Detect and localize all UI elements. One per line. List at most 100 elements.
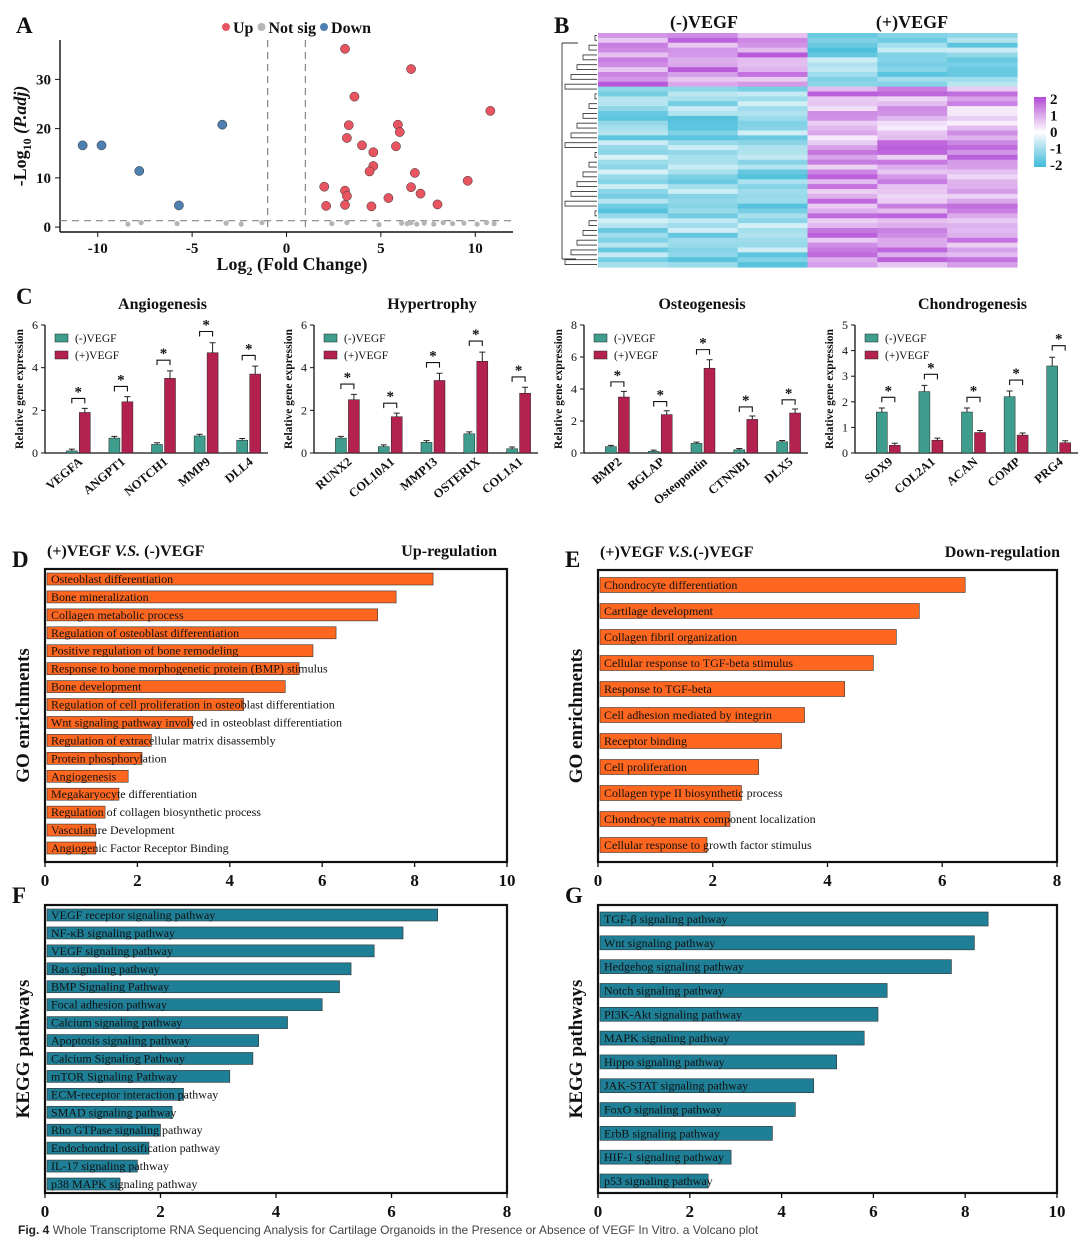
enrichment-bar	[46, 1016, 288, 1029]
heatmap-cell	[807, 154, 878, 161]
error-bar	[380, 444, 387, 447]
heatmap-cell	[667, 91, 739, 97]
x-tick-label: COL1A1	[479, 455, 525, 497]
y-tick-label: 10	[36, 171, 51, 187]
panel-e-hbars: 0 2 4 6 8 Chondrocyte differentiation Cartilag…	[566, 544, 1061, 890]
x-tick-label: 2	[133, 871, 142, 890]
bar-pos-vegf	[703, 367, 716, 454]
heatmap-cell	[737, 120, 809, 127]
heatmap-cell	[947, 135, 1018, 141]
heatmap-cell	[737, 159, 809, 166]
color-scale-tick: 1	[1050, 109, 1058, 125]
y-tick-label: 4	[301, 361, 307, 375]
y-tick-label: 2	[32, 403, 38, 417]
term-label: Chondrocyte differentiation	[604, 578, 737, 592]
heatmap-cell	[598, 174, 669, 180]
heatmap-cell	[598, 76, 669, 83]
heatmap-cell	[737, 101, 809, 107]
heatmap-cell	[807, 81, 878, 88]
term-label: MAPK signaling pathway	[604, 1031, 729, 1045]
y-axis-label: Relative gene expression	[824, 328, 836, 448]
panel-label-B: B	[554, 13, 569, 38]
panel-c3-bars: 0 2 4 6 8 Osteogenesis Relative gene expressio…	[553, 296, 808, 507]
heatmap-cell	[737, 174, 809, 180]
heatmap-cell	[807, 76, 878, 83]
y-axis-label: GO enrichments	[13, 648, 34, 783]
dendrogram-branch	[576, 64, 597, 70]
term-label: Regulation of cell proliferation in oste…	[51, 698, 335, 712]
error-bar	[509, 446, 516, 449]
error-bar	[706, 359, 713, 369]
error-bar	[393, 412, 400, 417]
enrichment-bar	[599, 1006, 879, 1022]
error-bar	[1049, 356, 1056, 366]
heatmap-cell	[667, 179, 739, 185]
error-bar	[466, 431, 473, 434]
x-tick-label: 10	[468, 241, 483, 257]
dendrogram-branch	[576, 239, 597, 246]
heatmap-cell	[947, 228, 1018, 234]
enrichment-bar	[46, 823, 97, 837]
y-tick-label: 2	[571, 414, 577, 428]
x-tick-label: SOX9	[862, 455, 895, 486]
term-label: Regulation of extracellular matrix disas…	[51, 733, 276, 747]
enrichment-bar	[46, 908, 439, 922]
heatmap-cell	[667, 67, 739, 73]
significance-bracket	[881, 396, 896, 403]
bar-pos-vegf	[164, 378, 176, 454]
heatmap-cell	[598, 140, 669, 146]
heatmap-cell	[598, 203, 669, 210]
chart-title: Osteogenesis	[658, 296, 745, 313]
panel-label-C: C	[16, 284, 33, 309]
bar-neg-vegf	[733, 449, 746, 454]
bar-pos-vegf	[433, 380, 446, 454]
color-scale-bar	[1034, 97, 1046, 167]
regulation-label: Down-regulation	[945, 544, 1060, 561]
heatmap-cell	[598, 86, 669, 93]
enrichment-bar	[46, 962, 352, 976]
heatmap-cell	[737, 37, 809, 44]
point-not-sig	[125, 221, 131, 227]
heatmap-cell	[667, 232, 739, 239]
heatmap-cell	[598, 228, 669, 234]
bar-neg-vegf	[647, 451, 660, 454]
x-tick-label: 6	[869, 1202, 878, 1221]
heatmap-cell	[877, 111, 948, 117]
enrichment-bar	[46, 716, 194, 729]
significance-bracket	[966, 396, 981, 403]
bar-pos-vegf	[931, 439, 944, 454]
heatmap-cell	[667, 145, 739, 151]
heatmap-cell	[947, 140, 1018, 146]
point-not-sig	[238, 221, 244, 227]
significance-bracket	[156, 359, 171, 366]
heatmap-cell	[877, 159, 948, 166]
y-tick-label: 30	[36, 72, 51, 88]
term-label: Regulation of collagen biosynthetic proc…	[51, 805, 261, 819]
term-label: Response to TGF-beta	[604, 682, 712, 696]
heatmap-cell	[877, 237, 948, 244]
heatmap-cell	[598, 159, 669, 166]
legend-label: (-)VEGF	[885, 333, 927, 345]
heatmap-cell	[807, 198, 878, 205]
heatmap-cell	[667, 125, 739, 132]
legend-swatch	[864, 350, 879, 360]
x-tick-label: DLX5	[762, 455, 796, 487]
enrichment-bar	[46, 787, 120, 801]
chart-title: Angiogenesis	[118, 296, 207, 313]
dendrogram-branch	[576, 122, 597, 129]
heatmap-cell	[598, 135, 669, 141]
panel-f-hbars: 0 2 4 6 8 VEGF receptor signaling pathway NF-κ…	[13, 903, 511, 1221]
heatmap-cell	[807, 62, 878, 68]
heatmap-cell	[877, 179, 948, 185]
panel-label-D: D	[12, 547, 29, 572]
heatmap-cell	[807, 86, 878, 93]
panel-label-A: A	[16, 13, 33, 38]
heatmap-cell	[877, 101, 948, 107]
heatmap-cell	[947, 42, 1018, 49]
heatmap-cell	[877, 76, 948, 83]
heatmap-cell	[667, 42, 739, 49]
heatmap-cell	[807, 203, 878, 210]
term-label: Chondrocyte matrix component localizatio…	[604, 812, 816, 826]
point-not-sig	[414, 221, 420, 227]
heatmap-cell	[947, 257, 1018, 263]
